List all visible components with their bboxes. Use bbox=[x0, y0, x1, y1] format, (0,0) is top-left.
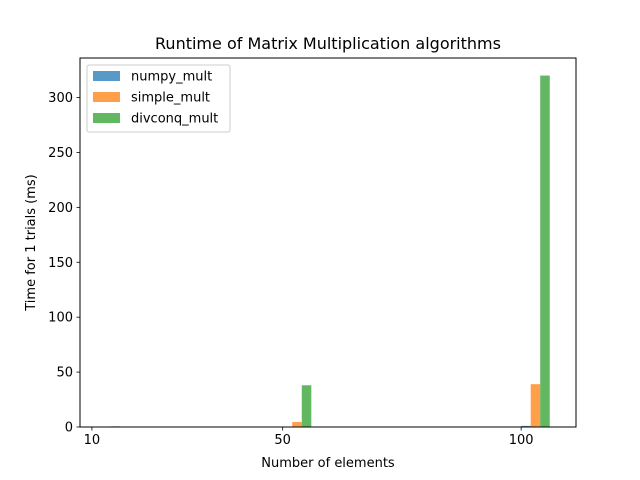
legend-box bbox=[86, 64, 231, 133]
x-axis-label: Number of elements bbox=[261, 456, 395, 471]
y-tick-label: 50 bbox=[56, 366, 73, 381]
chart-title: Runtime of Matrix Multiplication algorit… bbox=[155, 34, 501, 53]
x-tick-label: 10 bbox=[84, 433, 101, 448]
y-tick-label: 150 bbox=[48, 256, 73, 271]
bar-divconq_mult-100 bbox=[540, 75, 550, 428]
y-tick-label: 100 bbox=[48, 311, 73, 326]
legend-swatch-divconq_mult bbox=[93, 113, 120, 123]
legend-swatch-numpy_mult bbox=[93, 71, 120, 81]
y-tick-label: 200 bbox=[48, 201, 73, 216]
plot-frame bbox=[79, 57, 577, 428]
x-tick-label: 100 bbox=[509, 433, 534, 448]
bar-simple_mult-50 bbox=[292, 422, 302, 427]
bar-divconq_mult-50 bbox=[301, 385, 312, 427]
y-tick-label: 300 bbox=[48, 91, 73, 106]
bar-numpy_mult-100 bbox=[521, 425, 531, 427]
y-axis-label: Time for 1 trials (ms) bbox=[24, 174, 39, 311]
x-tick-label: 50 bbox=[274, 433, 291, 448]
y-axis-ticks: 0 50 100 150 200 250 300 bbox=[48, 91, 80, 436]
bar-simple_mult-100 bbox=[530, 384, 541, 427]
legend-label-simple_mult: simple_mult bbox=[131, 91, 210, 106]
legend-label-numpy_mult: numpy_mult bbox=[131, 70, 212, 85]
legend: numpy_mult simple_mult divconq_mult bbox=[86, 64, 231, 133]
y-tick-label: 250 bbox=[48, 146, 73, 161]
legend-swatch-simple_mult bbox=[93, 92, 120, 102]
legend-label-divconq_mult: divconq_mult bbox=[131, 112, 218, 127]
x-axis-ticks: 10 50 100 bbox=[84, 427, 534, 448]
y-tick-label: 0 bbox=[65, 421, 73, 436]
